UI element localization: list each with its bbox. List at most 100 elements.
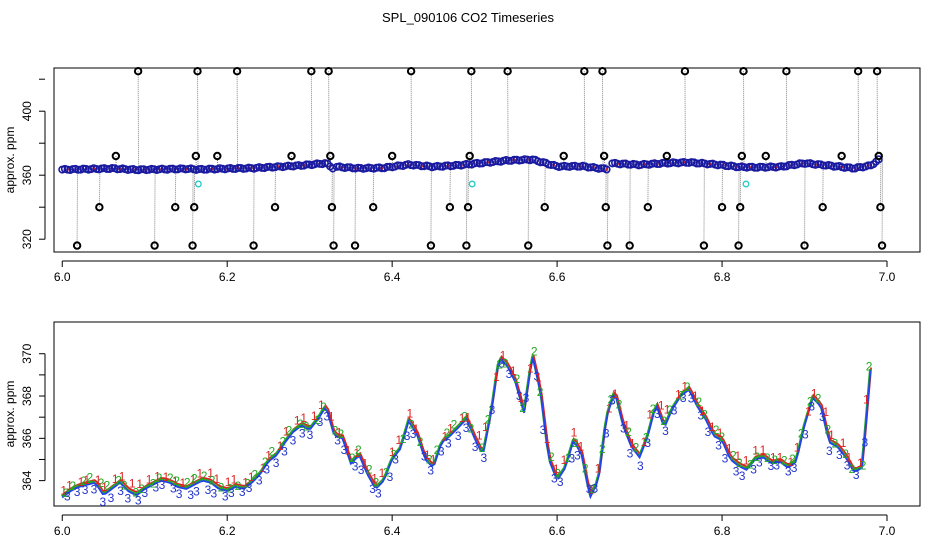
series-3-marker: 3 — [159, 478, 166, 492]
drop-line — [739, 166, 742, 208]
series-2-marker: 2 — [417, 435, 424, 449]
series-3-marker: 3 — [358, 463, 365, 477]
series-2-marker: 2 — [461, 410, 468, 424]
bottom-y-tick-label: 368 — [20, 386, 34, 406]
series-3-marker: 3 — [427, 463, 434, 477]
flagged-point — [737, 151, 747, 161]
series-1-marker: 1 — [78, 475, 85, 489]
series-3-marker: 3 — [568, 452, 575, 466]
series-3-marker: 3 — [480, 451, 487, 465]
drop-line — [197, 71, 199, 170]
flagged-point — [445, 203, 455, 212]
series-2-marker: 2 — [582, 462, 589, 476]
series-2-marker: 2 — [531, 344, 538, 358]
series-2-marker: 2 — [184, 475, 191, 489]
drop-line — [684, 71, 686, 163]
series-2-marker: 2 — [138, 482, 145, 496]
series-3-marker: 3 — [620, 421, 627, 435]
series-2-marker: 2 — [218, 480, 225, 494]
drop-line — [470, 71, 473, 165]
series-1-marker: 1 — [717, 426, 724, 440]
flagged-point — [818, 203, 827, 212]
baseline-point — [451, 160, 460, 169]
series-2-marker: 2 — [63, 486, 70, 500]
series-3-marker: 3 — [455, 429, 462, 443]
series-3-marker: 3 — [228, 486, 235, 500]
series-1-marker: 1 — [430, 453, 437, 467]
series-2-marker: 2 — [201, 469, 208, 483]
series-3-marker: 3 — [826, 444, 833, 458]
baseline-point — [383, 162, 392, 171]
flagged-point — [324, 67, 333, 76]
series-3-marker: 3 — [705, 425, 712, 439]
series-3-marker: 3 — [108, 491, 115, 505]
series-3-marker: 3 — [733, 464, 740, 478]
baseline-point — [843, 163, 852, 172]
series-2-marker: 2 — [514, 372, 521, 386]
series-2-marker: 2 — [713, 423, 720, 437]
series-2-marker: 2 — [485, 413, 492, 427]
series-3-marker: 3 — [211, 487, 218, 501]
flagged-point — [387, 151, 397, 161]
series-2-marker: 2 — [373, 475, 380, 489]
series-1-marker: 1 — [675, 387, 682, 401]
series-1-marker: 1 — [571, 425, 578, 439]
drop-line — [601, 71, 604, 169]
series-2-marker: 2 — [789, 452, 796, 466]
series-3-marker: 3 — [644, 436, 651, 450]
bottom-x-tick-label: 6.8 — [714, 524, 731, 538]
series-1-marker: 1 — [482, 420, 489, 434]
series-1-marker: 1 — [180, 476, 187, 490]
flagged-point — [193, 67, 202, 76]
series-3-marker: 3 — [715, 439, 722, 453]
series-2-marker: 2 — [860, 459, 867, 473]
baseline-point — [602, 165, 611, 174]
series-1-marker: 1 — [846, 450, 853, 464]
drop-line — [881, 159, 884, 246]
series-2-marker: 2 — [678, 388, 685, 402]
figure-title: SPL_090106 CO2 Timeseries — [382, 10, 554, 25]
baseline-point — [874, 155, 883, 164]
series-2-marker: 2 — [87, 471, 94, 485]
flagged-point — [877, 241, 887, 250]
series-1-marker: 1 — [101, 480, 108, 494]
flagged-point — [467, 67, 476, 76]
series-3-marker: 3 — [324, 409, 331, 423]
series-3-marker: 3 — [117, 484, 124, 498]
series-1-marker: 1 — [60, 484, 67, 498]
series-3-marker: 3 — [750, 462, 757, 476]
drop-line — [583, 71, 586, 167]
drop-line — [467, 164, 470, 208]
series-3-marker: 3 — [369, 482, 376, 496]
series-3-marker: 3 — [785, 464, 792, 478]
series-3-marker: 3 — [263, 462, 270, 476]
series-2-marker: 2 — [366, 462, 373, 476]
baseline-point — [853, 163, 862, 172]
flagged-point — [426, 241, 436, 250]
top-x-tick-label: 7.0 — [879, 270, 896, 284]
series-2-marker: 2 — [244, 477, 251, 491]
series-1-marker: 1 — [345, 443, 352, 457]
baseline-point — [653, 160, 662, 169]
series-1-marker: 1 — [328, 410, 335, 424]
series-3-marker: 3 — [722, 451, 729, 465]
series-2-marker: 2 — [572, 436, 579, 450]
drop-line — [430, 166, 432, 246]
flagged-point — [680, 67, 690, 76]
flagged-point — [603, 241, 612, 250]
series-2-marker: 2 — [390, 447, 397, 461]
flagged-point — [540, 203, 549, 212]
drop-line — [449, 165, 451, 208]
series-1-marker: 1 — [95, 473, 102, 487]
drop-line — [310, 71, 313, 165]
series-2-marker: 2 — [227, 481, 234, 495]
series-2-marker: 2 — [269, 445, 276, 459]
flagged-point — [800, 241, 809, 250]
series-1-marker: 1 — [277, 439, 284, 453]
series-3-marker: 3 — [421, 450, 428, 464]
series-2-marker: 2 — [519, 401, 526, 415]
series-3-marker: 3 — [91, 482, 98, 496]
drop-line — [738, 166, 740, 246]
flagged-point — [601, 203, 610, 212]
series-1-marker: 1 — [760, 443, 767, 457]
